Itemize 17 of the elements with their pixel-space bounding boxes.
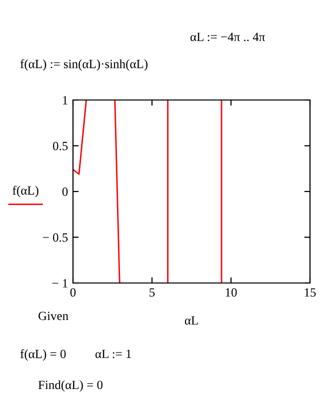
- x-axis-title: αL: [184, 316, 198, 325]
- y-tick-label: − 1: [52, 279, 68, 288]
- y-tick-label: 1: [62, 96, 68, 104]
- text: f(αL) := sin(αL)·sinh(αL): [20, 59, 148, 71]
- y-tick-label: 0.5: [52, 142, 68, 150]
- y-tick-label: 0: [62, 188, 68, 196]
- text: Given: [38, 312, 68, 320]
- y-tick-label: − 0.5: [42, 233, 68, 242]
- text: Find(αL) = 0: [38, 380, 103, 392]
- x-tick-label: 10: [226, 288, 237, 297]
- text: f(αL) = 0: [20, 349, 66, 361]
- text: αL := 1: [95, 350, 131, 358]
- x-tick-label: 15: [304, 288, 316, 297]
- text: αL := −4π .. 4π: [190, 32, 265, 42]
- x-tick-label: 5: [150, 288, 155, 297]
- y-axis-title: f(αL): [12, 186, 38, 198]
- x-tick-label: 0: [70, 288, 76, 297]
